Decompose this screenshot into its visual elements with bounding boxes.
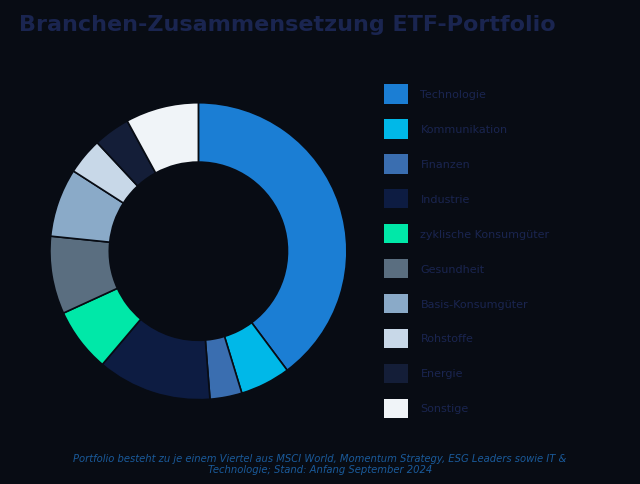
Wedge shape: [102, 319, 210, 400]
Text: Sonstige: Sonstige: [420, 404, 468, 413]
Text: Portfolio besteht zu je einem Viertel aus MSCI World, Momentum Strategy, ESG Lea: Portfolio besteht zu je einem Viertel au…: [74, 453, 566, 474]
Wedge shape: [127, 104, 198, 174]
Wedge shape: [225, 323, 287, 393]
Wedge shape: [63, 289, 141, 364]
Text: Gesundheit: Gesundheit: [420, 264, 484, 274]
Text: Basis-Konsumgüter: Basis-Konsumgüter: [420, 299, 528, 309]
Wedge shape: [50, 237, 117, 314]
Bar: [384, 329, 408, 348]
Wedge shape: [198, 104, 347, 370]
Bar: [384, 120, 408, 139]
Bar: [384, 259, 408, 279]
Bar: [384, 364, 408, 383]
Bar: [384, 294, 408, 314]
Text: Kommunikation: Kommunikation: [420, 125, 508, 135]
Text: Technologie: Technologie: [420, 90, 486, 100]
Text: Finanzen: Finanzen: [420, 160, 470, 169]
Bar: [384, 225, 408, 244]
Wedge shape: [74, 143, 138, 204]
Wedge shape: [205, 337, 242, 399]
Text: Branchen-Zusammensetzung ETF-Portfolio: Branchen-Zusammensetzung ETF-Portfolio: [19, 15, 556, 34]
Text: Energie: Energie: [420, 369, 463, 378]
Text: Rohstoffe: Rohstoffe: [420, 334, 474, 344]
Bar: [384, 155, 408, 174]
Text: Industrie: Industrie: [420, 195, 470, 204]
Bar: [384, 399, 408, 418]
Bar: [384, 85, 408, 105]
Wedge shape: [97, 121, 156, 187]
Bar: [384, 190, 408, 209]
Wedge shape: [51, 172, 124, 242]
Text: zyklische Konsumgüter: zyklische Konsumgüter: [420, 229, 550, 239]
